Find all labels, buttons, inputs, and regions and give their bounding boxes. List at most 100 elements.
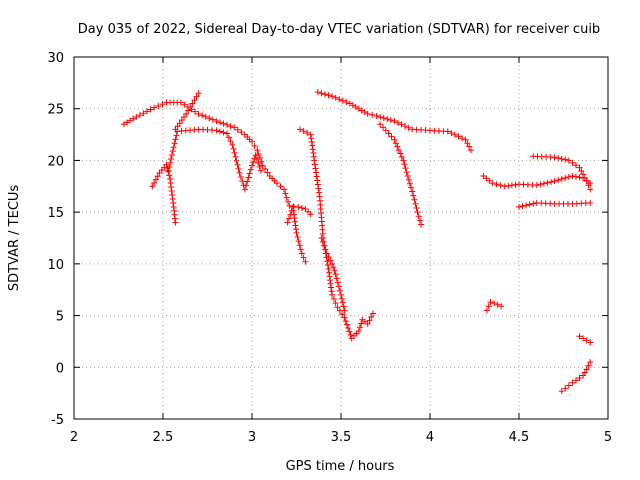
data-point xyxy=(380,124,387,131)
data-point xyxy=(285,215,292,222)
data-point xyxy=(562,385,569,392)
data-point xyxy=(235,165,242,172)
data-point xyxy=(382,127,389,134)
data-point xyxy=(297,246,304,253)
x-axis-label: GPS time / hours xyxy=(286,459,395,474)
data-point xyxy=(234,126,241,133)
data-point xyxy=(398,153,405,160)
data-point xyxy=(565,382,572,389)
data-point xyxy=(448,130,455,137)
data-point xyxy=(572,162,579,169)
data-point xyxy=(314,89,321,96)
data-point xyxy=(569,379,576,386)
data-point xyxy=(154,173,161,180)
data-point xyxy=(343,99,350,106)
data-point xyxy=(308,135,315,142)
data-point xyxy=(185,107,192,114)
y-tick-label: 5 xyxy=(56,310,64,325)
data-point xyxy=(238,129,245,136)
data-point xyxy=(523,202,530,209)
data-point xyxy=(402,123,409,130)
data-point xyxy=(327,280,334,287)
data-point xyxy=(418,221,425,228)
data-point xyxy=(258,158,265,165)
data-point xyxy=(356,324,363,331)
data-point xyxy=(220,120,227,127)
data-point xyxy=(497,182,504,189)
data-point xyxy=(127,117,134,124)
data-point xyxy=(548,178,555,185)
data-point xyxy=(253,156,260,163)
data-point xyxy=(296,242,303,249)
data-point xyxy=(576,374,583,381)
data-point xyxy=(583,178,590,185)
data-point xyxy=(464,140,471,147)
data-point xyxy=(170,144,177,151)
grid xyxy=(74,57,608,419)
data-point xyxy=(310,150,317,157)
x-tick-label: 4.5 xyxy=(509,430,530,445)
data-point xyxy=(136,112,143,119)
data-point xyxy=(334,304,341,311)
data-point xyxy=(483,307,490,314)
data-point xyxy=(293,229,300,236)
data-point xyxy=(405,176,412,183)
data-point xyxy=(329,291,336,298)
data-point xyxy=(199,112,206,119)
data-point xyxy=(338,295,345,302)
data-point xyxy=(151,179,158,186)
chart-title: Day 035 of 2022, Sidereal Day-to-day VTE… xyxy=(78,22,600,37)
data-point xyxy=(583,337,590,344)
data-point xyxy=(410,192,417,199)
data-point xyxy=(229,141,236,148)
data-point xyxy=(282,190,289,197)
data-point xyxy=(302,206,309,213)
data-point xyxy=(405,124,412,131)
data-point xyxy=(403,169,410,176)
data-point xyxy=(170,199,177,206)
data-point xyxy=(519,203,526,210)
data-point xyxy=(526,201,533,208)
data-point xyxy=(277,183,284,190)
data-point xyxy=(551,154,558,161)
data-point xyxy=(323,250,330,257)
data-point xyxy=(236,169,243,176)
data-point xyxy=(332,271,339,278)
data-point xyxy=(227,123,234,130)
data-point xyxy=(391,118,398,125)
data-point xyxy=(581,174,588,181)
data-point xyxy=(308,138,315,145)
y-tick-label: 30 xyxy=(47,51,64,66)
data-point xyxy=(339,299,346,306)
data-point xyxy=(551,178,558,185)
data-point xyxy=(168,152,175,159)
data-point xyxy=(314,177,321,184)
data-point xyxy=(516,203,522,210)
x-tick-label: 3.5 xyxy=(331,430,352,445)
data-point xyxy=(330,296,337,303)
data-point xyxy=(251,142,258,149)
y-tick-label: 15 xyxy=(47,206,64,221)
data-point xyxy=(406,180,413,187)
data-point xyxy=(339,311,346,318)
y-axis-label: SDTVAR / TECUs xyxy=(7,185,22,292)
data-point xyxy=(451,131,458,138)
data-point xyxy=(216,128,223,135)
data-point xyxy=(530,200,537,207)
data-point xyxy=(168,155,175,162)
data-point xyxy=(327,277,334,284)
data-point xyxy=(178,117,185,124)
data-point xyxy=(333,275,340,282)
data-point xyxy=(489,180,496,187)
data-point xyxy=(256,163,263,170)
data-point xyxy=(327,257,334,264)
data-point xyxy=(388,133,395,140)
data-point xyxy=(295,203,302,210)
x-tick-label: 2 xyxy=(70,430,78,445)
data-point xyxy=(213,118,220,125)
data-point xyxy=(304,129,311,136)
data-point xyxy=(290,211,297,218)
data-point xyxy=(334,279,341,286)
data-point xyxy=(257,154,264,161)
